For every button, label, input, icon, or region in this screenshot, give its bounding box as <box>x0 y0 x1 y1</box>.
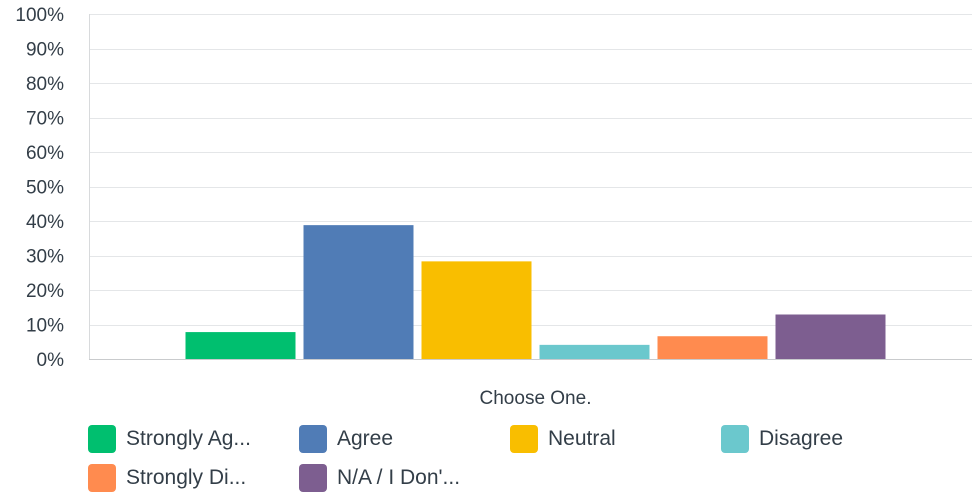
legend-label: Agree <box>337 427 394 450</box>
legend-item[interactable]: Disagree <box>721 424 843 454</box>
legend-item[interactable]: Neutral <box>510 424 616 454</box>
y-tick-label: 20% <box>26 281 64 302</box>
bar-6[interactable] <box>775 314 886 359</box>
legend-swatch <box>299 464 327 492</box>
y-tick-label: 30% <box>26 247 64 268</box>
legend: Strongly Ag... Agree Neutral Disagree Strong… <box>88 424 968 496</box>
axes <box>89 14 972 360</box>
legend-swatch <box>88 464 116 492</box>
legend-swatch <box>721 425 749 453</box>
legend-label: N/A / I Don'... <box>337 466 461 489</box>
legend-item[interactable]: Strongly Ag... <box>88 424 251 454</box>
x-category-label: Choose One. <box>480 388 592 409</box>
y-tick-label: 0% <box>37 350 65 371</box>
legend-item[interactable]: Agree <box>299 424 393 454</box>
legend-label: Strongly Di... <box>126 466 247 489</box>
y-tick-label: 70% <box>26 109 64 130</box>
y-axis-tick-labels: 0% 10% 20% 30% 40% 50% 60% 70% 80% 90% 100% <box>15 5 64 371</box>
y-tick-label: 90% <box>26 40 64 61</box>
legend-item[interactable]: Strongly Di... <box>88 463 246 493</box>
legend-label: Strongly Ag... <box>126 427 251 450</box>
gridlines <box>89 14 972 360</box>
y-tick-label: 40% <box>26 212 64 233</box>
y-tick-label: 50% <box>26 178 64 199</box>
y-tick-label: 60% <box>26 143 64 164</box>
legend-item[interactable]: N/A / I Don'... <box>299 463 460 493</box>
bar-2[interactable] <box>303 225 414 359</box>
legend-label: Disagree <box>759 427 844 450</box>
bar-4[interactable] <box>539 344 650 359</box>
legend-swatch <box>299 425 327 453</box>
bar-1[interactable] <box>185 332 296 359</box>
y-tick-label: 80% <box>26 74 64 95</box>
x-axis-category-labels: Choose One. <box>480 388 592 409</box>
y-tick-label: 100% <box>15 5 64 26</box>
y-tick-label: 10% <box>26 316 64 337</box>
legend-swatch <box>88 425 116 453</box>
legend-label: Neutral <box>548 427 616 450</box>
bar-3[interactable] <box>421 261 532 359</box>
bars <box>185 225 886 359</box>
legend-swatch <box>510 425 538 453</box>
bar-5[interactable] <box>657 336 768 359</box>
